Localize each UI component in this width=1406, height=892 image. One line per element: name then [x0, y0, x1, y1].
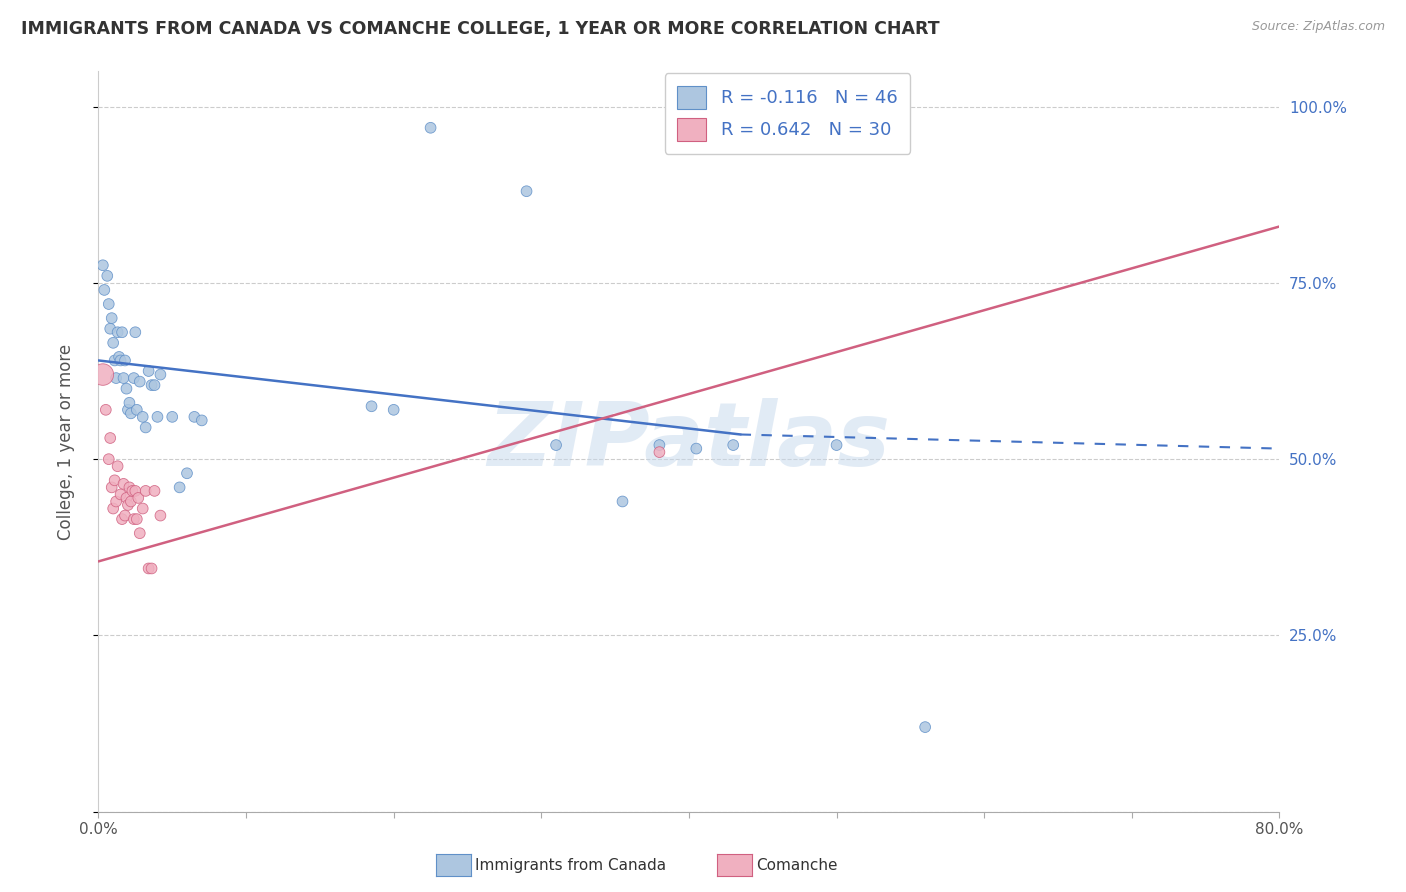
Point: [91, 258, 114, 272]
Point: [118, 396, 141, 410]
Point: [125, 402, 148, 417]
Point: [98, 431, 121, 445]
Point: [110, 353, 132, 368]
Point: [112, 371, 135, 385]
Point: [360, 399, 382, 413]
Legend: R = -0.116   N = 46, R = 0.642   N = 30: R = -0.116 N = 46, R = 0.642 N = 30: [665, 73, 910, 153]
Point: [124, 483, 146, 498]
Point: [183, 409, 205, 424]
Point: [191, 413, 214, 427]
Point: [103, 501, 125, 516]
Point: [546, 438, 568, 452]
Point: [648, 445, 671, 459]
Point: [97, 297, 120, 311]
Point: [110, 487, 132, 501]
Point: [115, 491, 138, 505]
Point: [111, 325, 134, 339]
Point: [685, 442, 707, 456]
Point: [114, 508, 136, 523]
Point: [100, 311, 122, 326]
Point: [111, 512, 134, 526]
Point: [825, 438, 848, 452]
Point: [914, 720, 936, 734]
Point: [105, 494, 128, 508]
Point: [97, 452, 120, 467]
Point: [112, 476, 135, 491]
Point: [128, 526, 150, 541]
Point: [114, 353, 136, 368]
Point: [98, 322, 121, 336]
Point: [91, 368, 114, 382]
Point: [141, 561, 163, 575]
Point: [132, 501, 155, 516]
Point: [138, 364, 160, 378]
Point: [103, 335, 125, 350]
Point: [104, 473, 127, 487]
Point: [516, 184, 538, 198]
Text: Comanche: Comanche: [756, 858, 838, 872]
Point: [127, 491, 149, 505]
Point: [121, 483, 143, 498]
Point: [176, 467, 198, 481]
Point: [117, 402, 139, 417]
Point: [149, 508, 172, 523]
Point: [382, 402, 405, 417]
Point: [120, 406, 142, 420]
Point: [132, 409, 155, 424]
Point: [125, 512, 148, 526]
Point: [117, 498, 139, 512]
Y-axis label: College, 1 year or more: College, 1 year or more: [56, 343, 75, 540]
Point: [93, 283, 115, 297]
Point: [104, 353, 127, 368]
Point: [169, 480, 191, 494]
Point: [122, 371, 145, 385]
Point: [128, 375, 150, 389]
Point: [118, 480, 141, 494]
Point: [124, 325, 146, 339]
Point: [107, 459, 129, 474]
Point: [162, 409, 183, 424]
Point: [146, 409, 169, 424]
Point: [648, 438, 671, 452]
Point: [96, 268, 118, 283]
Point: [105, 371, 128, 385]
Point: [149, 368, 172, 382]
Point: [143, 378, 166, 392]
Text: Immigrants from Canada: Immigrants from Canada: [475, 858, 666, 872]
Text: ZIPatlas: ZIPatlas: [488, 398, 890, 485]
Point: [107, 325, 129, 339]
Point: [108, 350, 131, 364]
Point: [141, 378, 163, 392]
Point: [143, 483, 166, 498]
Point: [115, 382, 138, 396]
Point: [135, 420, 157, 434]
Text: Source: ZipAtlas.com: Source: ZipAtlas.com: [1251, 20, 1385, 33]
Point: [135, 483, 157, 498]
Point: [612, 494, 634, 508]
Point: [723, 438, 745, 452]
Point: [120, 494, 142, 508]
Point: [94, 402, 117, 417]
Point: [122, 512, 145, 526]
Point: [419, 120, 441, 135]
Text: IMMIGRANTS FROM CANADA VS COMANCHE COLLEGE, 1 YEAR OR MORE CORRELATION CHART: IMMIGRANTS FROM CANADA VS COMANCHE COLLE…: [21, 20, 939, 37]
Point: [138, 561, 160, 575]
Point: [100, 480, 122, 494]
